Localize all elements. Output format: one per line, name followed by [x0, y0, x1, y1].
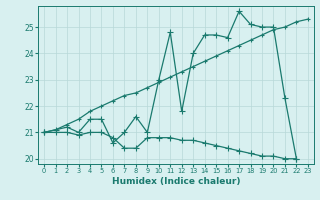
X-axis label: Humidex (Indice chaleur): Humidex (Indice chaleur): [112, 177, 240, 186]
